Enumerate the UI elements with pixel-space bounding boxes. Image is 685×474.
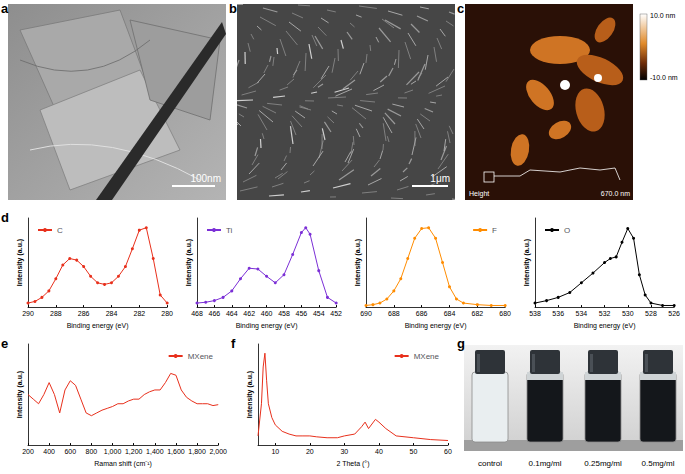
svg-text:Binding energy (eV): Binding energy (eV) — [405, 322, 467, 330]
svg-text:f: f — [231, 336, 236, 351]
svg-text:464: 464 — [226, 310, 238, 317]
svg-text:30: 30 — [340, 448, 348, 455]
svg-text:532: 532 — [599, 310, 611, 317]
svg-text:0.1mg/ml: 0.1mg/ml — [529, 459, 562, 468]
svg-text:686: 686 — [416, 310, 428, 317]
svg-text:Intensity (a.u.): Intensity (a.u.) — [185, 239, 193, 286]
svg-text:468: 468 — [191, 310, 203, 317]
svg-text:290: 290 — [22, 310, 34, 317]
svg-text:0.25mg/ml: 0.25mg/ml — [584, 459, 622, 468]
svg-text:Intensity (a.u.): Intensity (a.u.) — [16, 239, 24, 286]
svg-text:286: 286 — [78, 310, 90, 317]
svg-text:280: 280 — [161, 310, 173, 317]
svg-text:O: O — [564, 226, 570, 235]
svg-text:284: 284 — [106, 310, 118, 317]
svg-text:600: 600 — [64, 448, 76, 455]
svg-text:1,800: 1,800 — [188, 448, 206, 455]
svg-text:b: b — [229, 1, 237, 16]
svg-text:MXene: MXene — [414, 352, 440, 361]
svg-text:Intensity (a.u.): Intensity (a.u.) — [354, 239, 362, 286]
svg-text:C: C — [57, 226, 63, 235]
svg-text:10: 10 — [271, 448, 279, 455]
svg-text:d: d — [1, 210, 9, 225]
svg-text:100nm: 100nm — [190, 173, 221, 184]
svg-text:Ti: Ti — [226, 226, 233, 235]
svg-text:800: 800 — [86, 448, 98, 455]
svg-text:670.0 nm: 670.0 nm — [601, 190, 630, 197]
svg-text:462: 462 — [243, 310, 255, 317]
svg-text:682: 682 — [471, 310, 483, 317]
svg-text:684: 684 — [444, 310, 456, 317]
svg-text:454: 454 — [313, 310, 325, 317]
svg-text:534: 534 — [576, 310, 588, 317]
svg-text:456: 456 — [296, 310, 308, 317]
svg-text:g: g — [457, 336, 465, 351]
svg-text:288: 288 — [50, 310, 62, 317]
svg-text:Height: Height — [469, 190, 489, 198]
svg-text:0.5mg/ml: 0.5mg/ml — [642, 459, 675, 468]
svg-text:Binding energy (eV): Binding energy (eV) — [574, 322, 636, 330]
svg-text:452: 452 — [330, 310, 342, 317]
svg-text:1,600: 1,600 — [167, 448, 185, 455]
svg-text:Binding energy (eV): Binding energy (eV) — [236, 322, 298, 330]
svg-text:60: 60 — [444, 448, 452, 455]
svg-text:1,400: 1,400 — [146, 448, 164, 455]
svg-text:1,200: 1,200 — [125, 448, 143, 455]
svg-text:a: a — [1, 1, 9, 16]
svg-text:1μm: 1μm — [430, 173, 450, 184]
svg-text:538: 538 — [529, 310, 541, 317]
svg-text:40: 40 — [375, 448, 383, 455]
svg-text:282: 282 — [133, 310, 145, 317]
svg-text:530: 530 — [622, 310, 634, 317]
svg-text:50: 50 — [410, 448, 418, 455]
svg-text:528: 528 — [645, 310, 657, 317]
svg-text:Binding energy (eV): Binding energy (eV) — [67, 322, 129, 330]
svg-text:F: F — [492, 226, 497, 235]
svg-text:Intensity (a.u.): Intensity (a.u.) — [246, 371, 254, 418]
svg-text:1,000: 1,000 — [104, 448, 122, 455]
svg-text:680: 680 — [499, 310, 511, 317]
svg-text:536: 536 — [552, 310, 564, 317]
svg-text:Raman shift (cm⁻¹): Raman shift (cm⁻¹) — [94, 460, 152, 468]
svg-text:460: 460 — [261, 310, 273, 317]
svg-text:Intensity (a.u.): Intensity (a.u.) — [16, 371, 24, 418]
svg-text:c: c — [457, 1, 464, 16]
svg-text:control: control — [478, 459, 502, 468]
svg-text:466: 466 — [209, 310, 221, 317]
svg-text:2 Theta (°): 2 Theta (°) — [336, 460, 369, 468]
svg-text:-10.0 nm: -10.0 nm — [650, 74, 678, 81]
svg-text:400: 400 — [43, 448, 55, 455]
svg-text:2,000: 2,000 — [209, 448, 227, 455]
svg-text:Intensity (a.u.): Intensity (a.u.) — [523, 239, 531, 286]
svg-text:690: 690 — [360, 310, 372, 317]
svg-text:458: 458 — [278, 310, 290, 317]
svg-text:20: 20 — [306, 448, 314, 455]
svg-text:200: 200 — [22, 448, 34, 455]
svg-text:MXene: MXene — [188, 352, 214, 361]
svg-text:688: 688 — [388, 310, 400, 317]
svg-text:e: e — [1, 336, 8, 351]
svg-text:10.0 nm: 10.0 nm — [650, 12, 675, 19]
svg-text:526: 526 — [668, 310, 680, 317]
